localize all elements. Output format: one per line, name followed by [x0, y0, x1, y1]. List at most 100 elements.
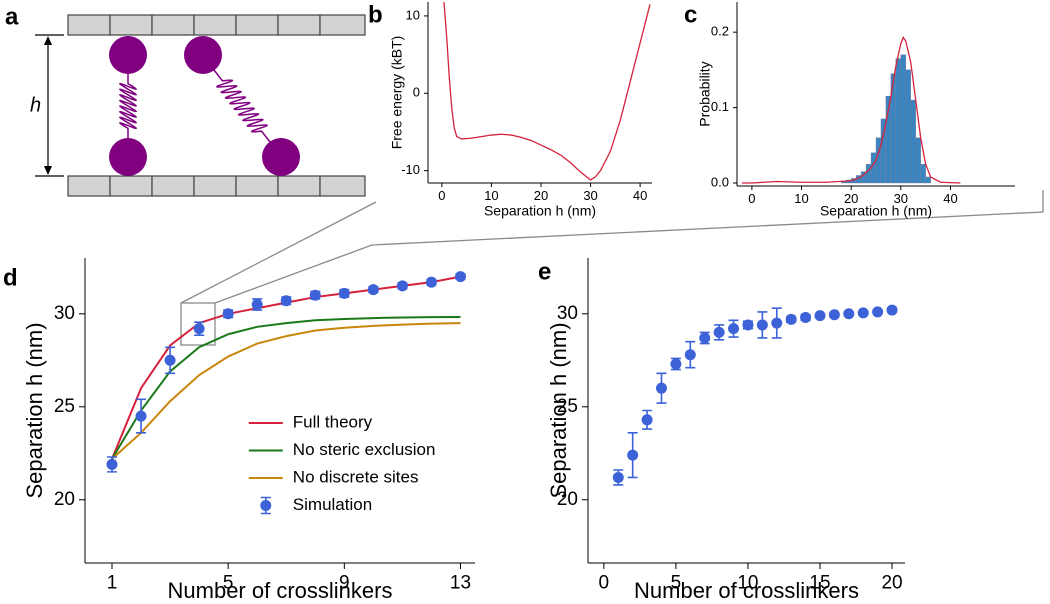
data-point: [843, 308, 855, 320]
histogram-bar: [915, 137, 921, 184]
height-label: h: [30, 94, 41, 116]
x-tick-label: 0: [748, 191, 755, 206]
data-point: [106, 458, 118, 470]
x-axis-label: Separation h (nm): [484, 203, 596, 219]
data-point: [828, 309, 840, 321]
springs: [118, 69, 271, 143]
histogram-bar: [910, 99, 916, 184]
data-point: [222, 308, 234, 320]
x-tick-label: 13: [450, 572, 471, 593]
legend-label: No discrete sites: [293, 467, 419, 486]
data-point: [396, 280, 408, 292]
y-axis-label: Separation h (nm): [546, 322, 571, 498]
histogram-bar: [895, 58, 902, 184]
legend-label: Full theory: [293, 412, 373, 431]
x-tick-label: 30: [894, 191, 908, 206]
top-plate: [67, 14, 366, 36]
data-point: [641, 414, 653, 426]
data-point: [886, 304, 898, 316]
bead: [262, 138, 300, 176]
data-point: [771, 317, 783, 329]
y-tick-label: 10: [406, 7, 420, 22]
y-tick-label: 0.2: [711, 24, 729, 39]
panel-label: b: [368, 1, 383, 28]
data-point: [280, 295, 292, 307]
data-point: [655, 382, 667, 394]
y-tick-label: 20: [54, 489, 75, 510]
data-point: [425, 276, 437, 288]
height-arrow: [35, 34, 64, 177]
x-tick-label: 10: [794, 191, 808, 206]
data-point: [814, 310, 826, 322]
y-tick-label: 25: [54, 396, 75, 417]
y-axis-label: Separation h (nm): [22, 322, 47, 498]
data-point: [742, 319, 754, 331]
data-point: [800, 312, 812, 324]
panel-label: d: [3, 264, 18, 291]
x-tick-label: 1: [107, 572, 118, 593]
x-tick-label: 10: [484, 188, 498, 203]
x-tick-label: 10: [737, 572, 758, 593]
y-tick-label: -10: [401, 162, 420, 177]
data-point: [728, 323, 740, 335]
histogram-bar: [865, 163, 872, 184]
legend-label: No steric exclusion: [293, 440, 436, 459]
data-point: [309, 289, 321, 301]
x-tick-label: 20: [534, 188, 548, 203]
plot-area: [741, 36, 961, 184]
legend-label: Simulation: [293, 495, 372, 514]
data-point: [338, 287, 350, 299]
x-axis-label: Number of crosslinkers: [634, 578, 859, 603]
spring: [118, 74, 138, 138]
spring: [213, 69, 271, 143]
line: [443, 2, 651, 181]
bead: [109, 138, 147, 176]
data-point: [612, 471, 624, 483]
data-point: [713, 326, 725, 338]
line: [741, 36, 961, 184]
histogram-bar: [905, 69, 911, 184]
y-tick-label: 0: [413, 85, 420, 100]
line: [111, 322, 461, 460]
chart: 1 5 9 13 20 25 30 Number of crosslinkers Separat…: [22, 258, 475, 603]
x-tick-label: 0: [599, 572, 610, 593]
y-tick-label: 0.0: [711, 174, 729, 189]
data-point: [756, 319, 768, 331]
data-point: [857, 307, 869, 319]
line: [111, 315, 461, 460]
panel-label: e: [538, 258, 551, 285]
x-tick-label: 40: [943, 191, 957, 206]
data-point: [193, 323, 205, 335]
schematic: h: [30, 14, 366, 197]
x-axis-label: Number of crosslinkers: [168, 578, 393, 603]
data-point: [454, 271, 466, 283]
zoom-connectors: [180, 190, 1044, 346]
x-tick-label: 20: [881, 572, 902, 593]
x-tick-label: 30: [583, 188, 597, 203]
legend: Full theory No steric exclusion No discret…: [248, 412, 436, 515]
plot-area: [106, 271, 466, 473]
legend-symbol: [260, 500, 272, 511]
bead: [184, 36, 222, 74]
chart: 0 5 10 15 20 20 25 30 Number of crosslinkers Sepa…: [546, 258, 905, 603]
histogram-bar: [920, 163, 926, 184]
data-point: [627, 449, 639, 461]
data-point: [684, 349, 696, 361]
x-tick-label: 5: [223, 572, 234, 593]
x-tick-label: 20: [844, 191, 858, 206]
data-point: [251, 298, 263, 310]
plot-area: [612, 304, 898, 486]
y-axis-label: Free energy (kBT): [389, 36, 405, 150]
y-tick-label: 25: [557, 396, 578, 417]
x-axis-label: Separation h (nm): [820, 203, 932, 219]
data-point: [699, 332, 711, 344]
bottom-plate: [67, 175, 366, 197]
histogram-bar: [900, 54, 906, 184]
y-tick-label: 30: [557, 303, 578, 324]
x-tick-label: 15: [809, 572, 830, 593]
data-point: [164, 354, 176, 366]
data-point: [785, 313, 797, 325]
data-point: [670, 358, 682, 370]
y-tick-label: 20: [557, 489, 578, 510]
